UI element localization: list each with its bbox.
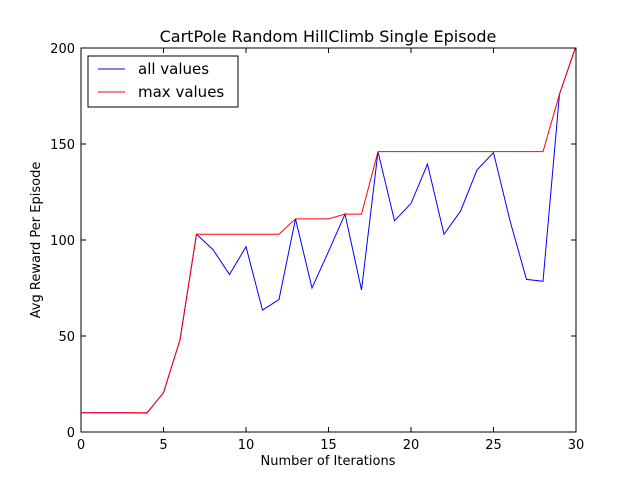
- chart-title: CartPole Random HillClimb Single Episode: [160, 27, 497, 46]
- legend-label-all-values: all values: [138, 60, 209, 78]
- x-tick-label: 0: [77, 438, 85, 453]
- series-line-max-values: [81, 48, 576, 414]
- plot-frame: [80, 47, 577, 433]
- x-tick-label: 15: [320, 438, 337, 453]
- x-axis-label: Number of Iterations: [261, 454, 396, 469]
- y-tick-label: 200: [50, 42, 75, 57]
- y-tick-label: 0: [67, 426, 75, 441]
- x-tick-label: 25: [485, 438, 502, 453]
- x-tick-label: 30: [568, 438, 585, 453]
- legend: all values max values: [87, 55, 239, 108]
- y-tick-label: 100: [50, 234, 75, 249]
- plot-area: [80, 47, 577, 433]
- y-tick-label: 50: [58, 330, 75, 345]
- x-tick-label: 10: [238, 438, 255, 453]
- x-tick-label: 20: [403, 438, 420, 453]
- axis-ticks: 0 5 10 15 20 25 30 0 50 100 150 200: [50, 42, 584, 453]
- y-axis-label: Avg Reward Per Episode: [29, 162, 44, 319]
- series-lines: [81, 48, 576, 414]
- legend-box: [87, 55, 239, 108]
- x-tick-label: 5: [159, 438, 167, 453]
- legend-label-max-values: max values: [138, 83, 224, 101]
- y-tick-label: 150: [50, 138, 75, 153]
